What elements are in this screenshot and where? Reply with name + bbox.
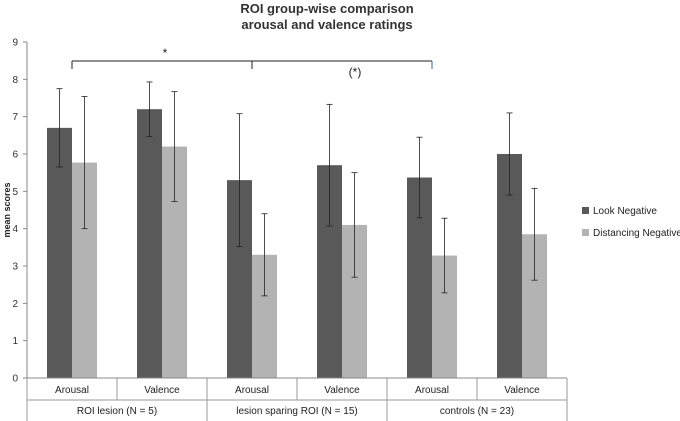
y-axis-label: mean scores (2, 182, 12, 237)
x-category-label: Valence (504, 385, 540, 396)
significance-trend: (*) (349, 65, 362, 79)
chart-title-line2: arousal and valence ratings (241, 17, 412, 32)
y-tick-label: 6 (12, 150, 18, 161)
error-bars (56, 81, 538, 297)
x-group-label: lesion sparing ROI (N = 15) (236, 406, 357, 417)
x-category-label: Valence (324, 385, 360, 396)
legend-label: Distancing Negative (593, 228, 680, 239)
legend-swatch (582, 229, 589, 236)
bar (137, 109, 162, 378)
x-category-label: Valence (144, 385, 180, 396)
x-category-label: Arousal (235, 385, 269, 396)
x-group-label: ROI lesion (N = 5) (77, 406, 157, 417)
y-tick-label: 8 (12, 75, 18, 86)
y-tick-label: 4 (12, 224, 18, 235)
significance-annotations: * (*) (71, 46, 433, 79)
y-tick-label: 3 (12, 262, 18, 273)
y-axis: 0 1 2 3 4 5 6 7 8 9 (12, 38, 28, 385)
legend: Look Negative Distancing Negative (582, 206, 680, 239)
y-tick-label: 2 (12, 299, 18, 310)
legend-swatch (582, 207, 589, 214)
x-group-label: controls (N = 23) (440, 406, 514, 417)
chart-title-line1: ROI group-wise comparison (240, 1, 413, 16)
bars (47, 109, 547, 378)
y-tick-label: 0 (12, 374, 18, 385)
y-tick-label: 1 (12, 336, 18, 347)
y-tick-label: 9 (12, 38, 18, 49)
x-category-label: Arousal (55, 385, 89, 396)
y-tick-label: 5 (12, 187, 18, 198)
significance-star: * (163, 46, 168, 60)
legend-label: Look Negative (593, 206, 657, 217)
y-tick-label: 7 (12, 112, 18, 123)
x-category-label: Arousal (415, 385, 449, 396)
x-axis: Arousal Valence Arousal Valence Arousal Valen… (26, 377, 568, 421)
bar (47, 127, 72, 378)
